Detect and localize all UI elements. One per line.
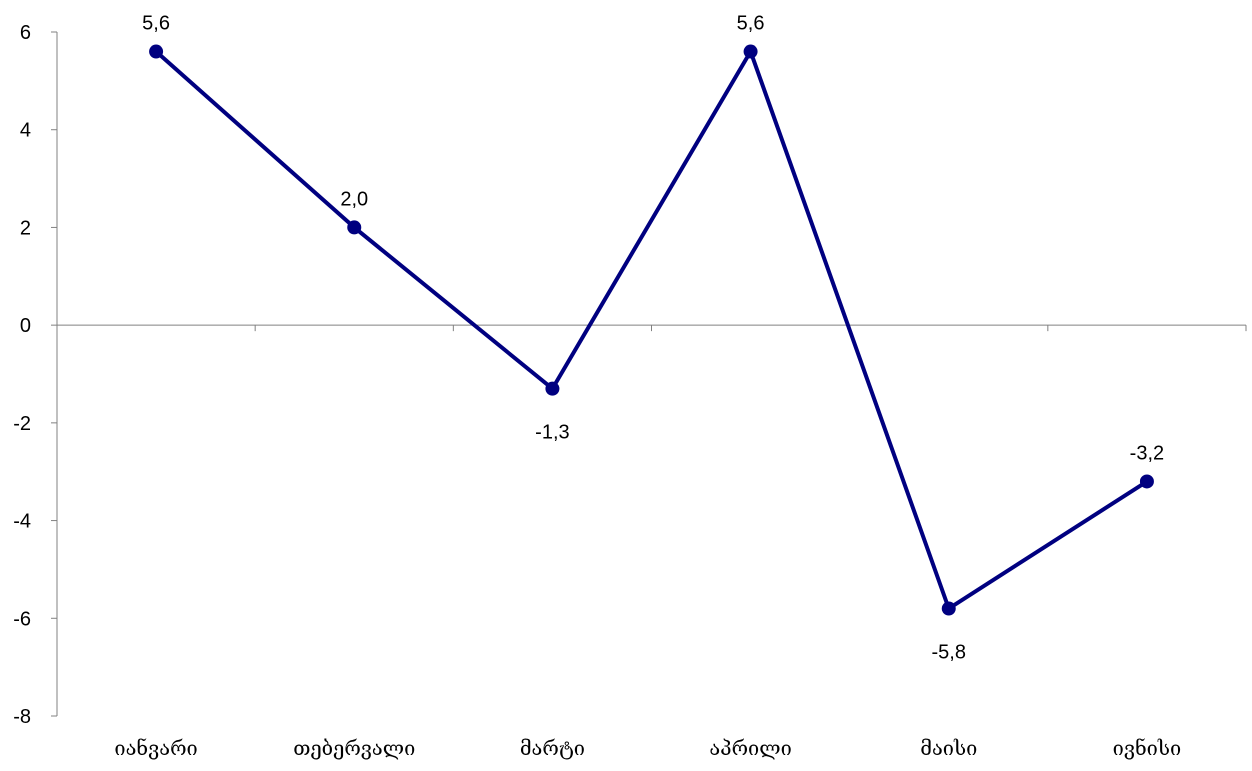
data-point: [941, 601, 956, 616]
data-label: 5,6: [142, 13, 170, 35]
y-tick-label: -8: [13, 706, 31, 728]
y-tick-label: -6: [13, 608, 31, 630]
data-label: -5,8: [932, 642, 966, 664]
data-point: [1139, 474, 1154, 489]
y-tick-label: -2: [13, 413, 31, 435]
x-category-label: თებერვალი: [293, 736, 415, 760]
series-line: [154, 49, 1148, 611]
data-point: [149, 44, 164, 59]
x-category-label: იანვარი: [114, 736, 197, 760]
x-category-label: მარტი: [520, 736, 585, 760]
x-category-label: ივნისი: [1113, 736, 1182, 760]
x-category-label: აპრილი: [709, 736, 791, 760]
y-tick-label: -4: [13, 511, 31, 533]
series-plot: [149, 44, 1154, 616]
data-label: 5,6: [737, 13, 765, 35]
y-tick-label: 4: [20, 120, 31, 142]
x-category-label: მაისი: [920, 736, 977, 760]
data-labels: 5,6 2,0 -1,3 5,6 -5,8 -3,2: [142, 13, 1164, 664]
y-tick-label: 0: [20, 315, 31, 337]
data-label: -1,3: [535, 422, 569, 444]
data-point: [545, 381, 560, 396]
y-tick-label: 6: [20, 22, 31, 44]
data-label: 2,0: [340, 188, 368, 210]
data-point: [347, 220, 362, 235]
y-axis: -8 -6 -4 -2 0 2 4 6: [13, 22, 58, 728]
data-point: [743, 44, 758, 59]
y-tick-label: 2: [20, 217, 31, 239]
x-axis: იანვარი თებერვალი მარტი აპრილი მაისი ივნისი: [56, 324, 1247, 760]
data-label: -3,2: [1130, 442, 1164, 464]
